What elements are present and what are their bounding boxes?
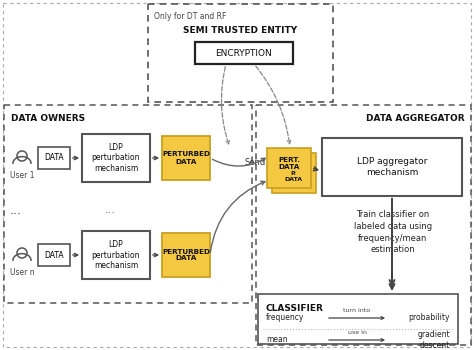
Text: LDP aggregator
mechanism: LDP aggregator mechanism	[357, 157, 427, 177]
Bar	[82, 231, 150, 279]
Text: User 1: User 1	[10, 171, 34, 180]
Text: PERT.
DATA: PERT. DATA	[278, 157, 300, 170]
Text: probability: probability	[409, 314, 450, 322]
Bar	[258, 294, 458, 344]
Text: Send: Send	[245, 158, 266, 167]
Text: ...: ...	[10, 203, 22, 217]
Text: frequency: frequency	[266, 314, 304, 322]
Bar	[162, 233, 210, 277]
Text: turn into: turn into	[344, 308, 371, 313]
Text: PERTURBED
DATA: PERTURBED DATA	[162, 248, 210, 261]
Bar	[38, 244, 70, 266]
Bar	[38, 147, 70, 169]
Text: User n: User n	[9, 268, 34, 277]
Bar	[272, 153, 316, 193]
Text: LDP
perturbation
mechanism: LDP perturbation mechanism	[92, 240, 140, 270]
Text: mean: mean	[266, 336, 288, 344]
Text: use in: use in	[347, 330, 366, 335]
Text: Train classifier on
labeled data using
frequency/mean
estimation: Train classifier on labeled data using f…	[354, 210, 432, 254]
Text: gradient
descent: gradient descent	[418, 330, 450, 350]
Text: P.
DATA: P. DATA	[284, 172, 302, 182]
Bar	[148, 4, 333, 102]
Text: CLASSIFIER: CLASSIFIER	[266, 304, 324, 313]
Text: ...: ...	[105, 205, 116, 215]
Text: DATA: DATA	[44, 154, 64, 162]
Bar	[267, 148, 311, 188]
Text: LDP
perturbation
mechanism: LDP perturbation mechanism	[92, 143, 140, 173]
Text: PERTURBED
DATA: PERTURBED DATA	[162, 152, 210, 164]
Bar	[322, 138, 462, 196]
Text: Only for DT and RF: Only for DT and RF	[154, 12, 227, 21]
Text: ENCRYPTION: ENCRYPTION	[216, 49, 273, 57]
Text: SEMI TRUSTED ENTITY: SEMI TRUSTED ENTITY	[183, 26, 298, 35]
Text: DATA OWNERS: DATA OWNERS	[11, 114, 85, 123]
Bar	[195, 42, 293, 64]
Bar	[256, 105, 471, 345]
Bar	[162, 136, 210, 180]
Bar	[82, 134, 150, 182]
Text: DATA AGGREGATOR: DATA AGGREGATOR	[366, 114, 465, 123]
Text: DATA: DATA	[44, 251, 64, 259]
Bar	[4, 105, 252, 303]
